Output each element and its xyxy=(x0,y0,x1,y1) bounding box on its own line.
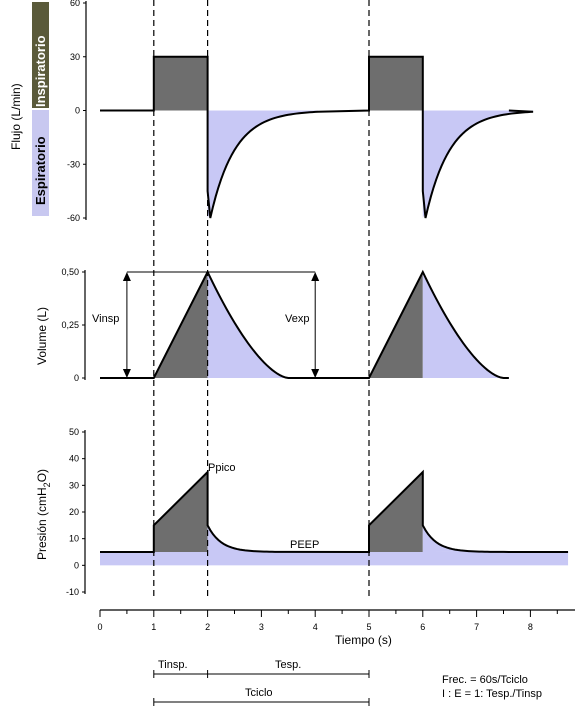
ppico-annotation: Ppico xyxy=(208,462,236,474)
pressure-y-tick-label: 40 xyxy=(69,454,79,464)
x-tick-label: 5 xyxy=(366,622,371,632)
x-tick-label: 7 xyxy=(474,622,479,632)
volume-ylabel: Volume (L) xyxy=(35,307,49,365)
pressure-expiratory-fill xyxy=(207,525,289,552)
pressure-ylabel: Presión (cmH2O) xyxy=(35,469,52,560)
espiratorio-label: Espiratorio xyxy=(33,136,48,205)
tesp-label: Tesp. xyxy=(275,659,301,671)
x-axis-label: Tiempo (s) xyxy=(335,633,392,647)
x-tick-label: 0 xyxy=(97,622,102,632)
volume-y-tick-label: 0,50 xyxy=(61,267,79,277)
curve-layer xyxy=(100,55,569,554)
pressure-expiratory-fill xyxy=(422,525,504,552)
peep-annotation: PEEP xyxy=(290,539,319,551)
tciclo-label: Tciclo xyxy=(245,687,273,699)
vexp-arrow-head-up xyxy=(311,272,320,281)
pressure-y-tick-label: 30 xyxy=(69,480,79,490)
volume-y-tick-label: 0,25 xyxy=(61,320,79,330)
flow-y-tick-label: 0 xyxy=(75,106,80,116)
pressure-baseline-band xyxy=(100,552,569,566)
inspiratorio-legend-bar xyxy=(32,2,49,108)
vinsp-annotation: Vinsp xyxy=(92,313,119,325)
pressure-inspiratory-fill xyxy=(153,472,208,552)
pressure-y-tick-label: 10 xyxy=(69,534,79,544)
pressure-y-tick-label: -10 xyxy=(66,587,79,597)
pressure-y-tick-label: 0 xyxy=(74,560,79,570)
vexp-arrow-head-down xyxy=(311,369,320,378)
flow-y-tick-label: 30 xyxy=(70,52,80,62)
vexp-annotation: Vexp xyxy=(285,313,309,325)
label-layer: Inspiratorio Espiratorio Flujo (L/min) V… xyxy=(9,2,542,700)
fill-layer xyxy=(100,56,569,566)
volume-y-tick-label: 0 xyxy=(74,373,79,383)
vinsp-arrow-head-up xyxy=(122,272,131,281)
volume-expiratory-fill xyxy=(207,272,289,378)
formula-line-2: I : E = 1: Tesp./Tinsp xyxy=(442,688,542,700)
pressure-curve xyxy=(100,469,569,554)
tinsp-label: Tinsp. xyxy=(158,659,188,671)
x-tick-label: 8 xyxy=(528,622,533,632)
volume-expiratory-fill xyxy=(422,272,504,378)
flow-inspiratory-fill xyxy=(369,56,423,111)
x-tick-label: 3 xyxy=(259,622,264,632)
pressure-y-tick-label: 50 xyxy=(69,427,79,437)
flow-y-tick-label: -60 xyxy=(67,213,80,223)
flow-y-tick-label: -30 xyxy=(67,159,80,169)
flow-curve xyxy=(100,55,534,219)
x-tick-label: 4 xyxy=(313,622,318,632)
x-tick-label: 6 xyxy=(420,622,425,632)
flow-y-tick-label: 60 xyxy=(70,0,80,8)
espiratorio-legend-bar xyxy=(32,110,49,216)
flow-inspiratory-fill xyxy=(153,56,208,111)
guide-layer xyxy=(122,0,370,706)
flow-ylabel: Flujo (L/min) xyxy=(9,83,23,150)
vinsp-arrow-head-down xyxy=(122,369,131,378)
axes-layer: 60 30 0 -30 -60 0,50 0,25 0 50 40 30 20 10 0 -10 0 1 2 3 4 5… xyxy=(61,0,575,632)
volume-curve xyxy=(100,269,509,379)
flow-expiratory-fill xyxy=(207,110,318,218)
flow-expiratory-fill xyxy=(422,110,534,218)
pressure-y-tick-label: 20 xyxy=(69,507,79,517)
x-tick-label: 2 xyxy=(205,622,210,632)
x-tick-label: 1 xyxy=(151,622,156,632)
inspiratorio-label: Inspiratorio xyxy=(33,35,48,107)
pressure-inspiratory-fill xyxy=(369,472,423,552)
formula-line-1: Frec. = 60s/Tciclo xyxy=(442,674,528,686)
